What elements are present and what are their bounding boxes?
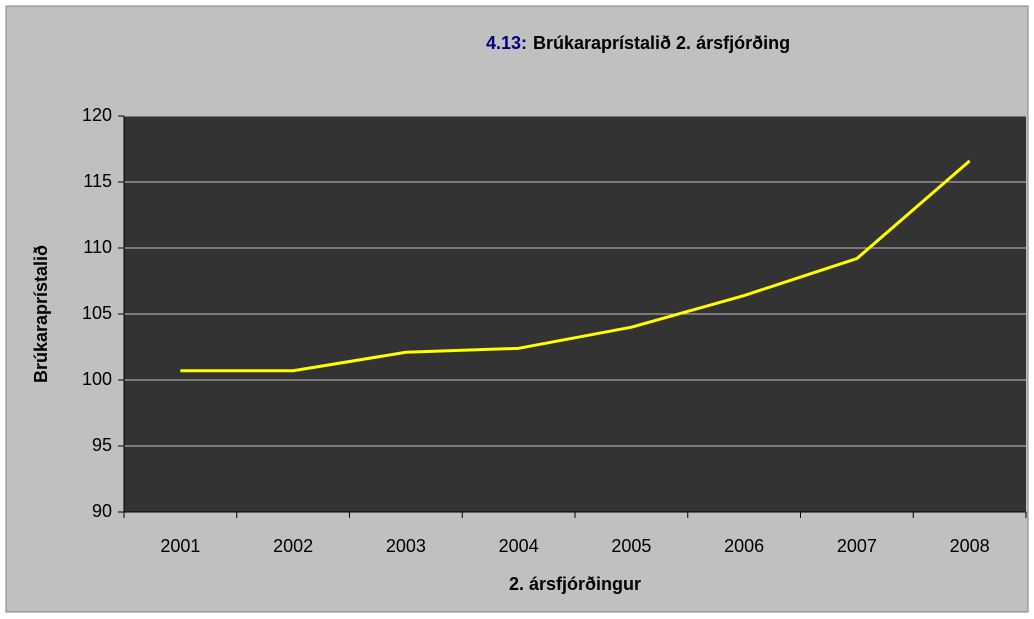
x-tick-label: 2002 — [273, 536, 313, 556]
data-line — [180, 159, 971, 373]
y-tick-label: 110 — [83, 237, 112, 257]
y-tick-label: 95 — [92, 435, 112, 455]
x-tick-label: 2001 — [160, 536, 200, 556]
x-tick-label: 2003 — [386, 536, 426, 556]
x-tick-label: 2007 — [837, 536, 877, 556]
y-tick-label: 90 — [92, 501, 112, 521]
x-tick-label: 2008 — [950, 536, 990, 556]
x-tick-label: 2004 — [499, 536, 539, 556]
x-tick-label: 2006 — [724, 536, 764, 556]
chart-title: Brúkaraprístalið 2. ársfjórðing — [533, 33, 790, 53]
y-tick-label: 120 — [82, 105, 112, 125]
chart-title-number: 4.13: — [486, 33, 527, 53]
x-axis-label: 2. ársfjórðingur — [509, 574, 641, 594]
y-axis-label: Brúkaraprístalið — [31, 245, 51, 383]
y-tick-label: 115 — [83, 171, 112, 191]
y-tick-label: 105 — [82, 303, 112, 323]
x-tick-label: 2005 — [611, 536, 651, 556]
y-tick-label: 100 — [82, 369, 112, 389]
